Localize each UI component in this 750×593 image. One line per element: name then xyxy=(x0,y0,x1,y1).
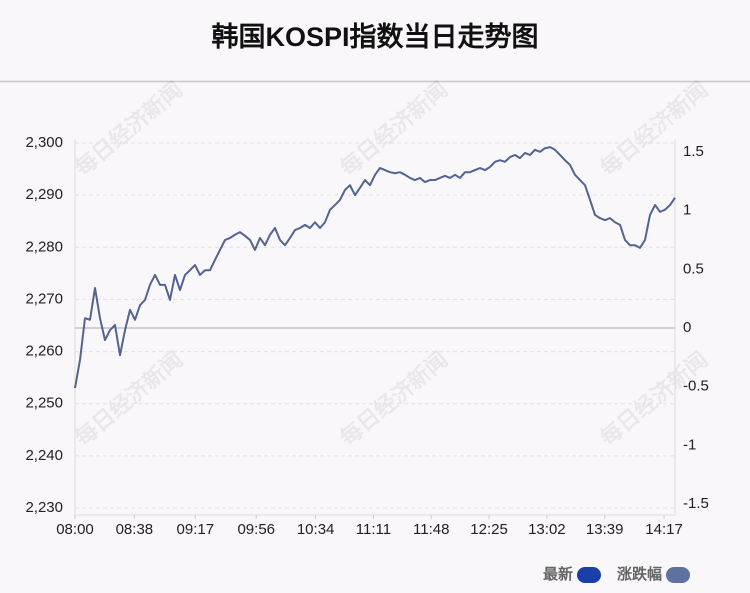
legend-label: 涨跌幅 xyxy=(617,565,662,583)
price-line xyxy=(74,146,676,389)
y-tick-label: 2,230 xyxy=(25,499,63,516)
x-tick-label: 11:11 xyxy=(356,521,391,538)
y-tick-label: 2,280 xyxy=(25,238,63,255)
watermark: 每日经济新闻 xyxy=(70,77,187,181)
y2-tick-label: 0 xyxy=(683,319,691,336)
y2-tick-label: -1.5 xyxy=(683,495,709,512)
legend-swatch xyxy=(666,567,690,583)
watermark: 每日经济新闻 xyxy=(70,347,187,451)
y2-tick-label: 1.5 xyxy=(683,143,704,160)
y-tick-label: 2,240 xyxy=(25,447,63,464)
y-tick-label: 2,250 xyxy=(25,395,63,412)
legend-swatch xyxy=(576,567,601,583)
y-tick-label: 2,270 xyxy=(25,290,63,307)
x-tick-label: 08:00 xyxy=(56,521,94,538)
y2-tick-label: -0.5 xyxy=(683,378,709,395)
y-tick-label: 2,260 xyxy=(25,343,63,360)
watermark: 每日经济新闻 xyxy=(595,77,712,181)
x-tick-label: 10:34 xyxy=(297,521,335,538)
watermark: 每日经济新闻 xyxy=(335,77,452,181)
y2-tick-label: 1 xyxy=(683,202,691,219)
watermark: 每日经济新闻 xyxy=(595,347,712,451)
x-tick-label: 14:17 xyxy=(645,521,683,538)
legend-label: 最新 xyxy=(543,565,573,583)
x-tick-label: 09:17 xyxy=(177,521,215,538)
x-tick-label: 13:02 xyxy=(528,521,566,538)
y-tick-label: 2,300 xyxy=(25,134,63,151)
x-tick-label: 13:39 xyxy=(586,521,624,538)
y-tick-label: 2,290 xyxy=(25,186,63,203)
x-tick-label: 08:38 xyxy=(116,521,154,538)
x-tick-label: 09:56 xyxy=(237,521,275,538)
x-tick-label: 11:48 xyxy=(413,521,449,538)
watermark: 每日经济新闻 xyxy=(335,347,452,451)
y2-tick-label: 0.5 xyxy=(683,260,704,277)
chart-title: 韩国KOSPI指数当日走势图 xyxy=(211,22,538,52)
x-tick-label: 12:25 xyxy=(470,521,508,538)
y2-tick-label: -1 xyxy=(683,436,696,453)
